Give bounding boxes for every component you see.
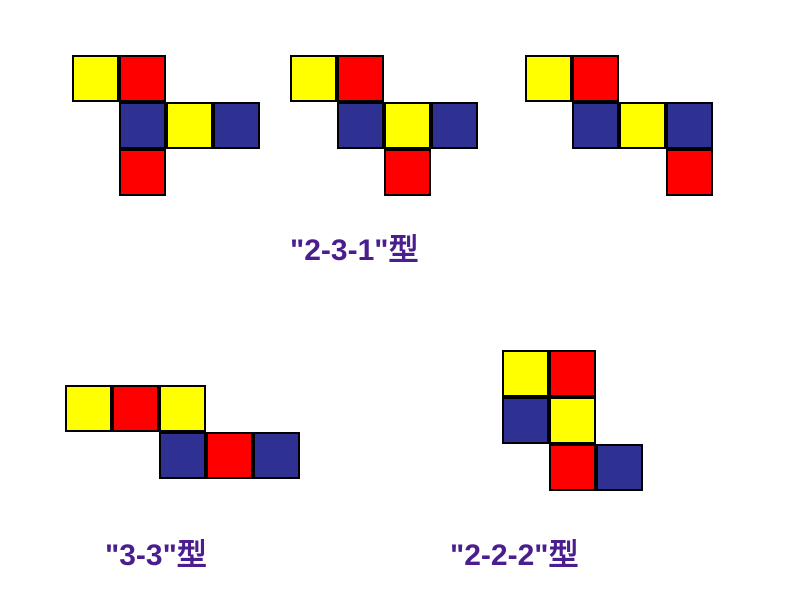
net-231-c-cell <box>525 55 572 102</box>
net-231-c-cell <box>619 102 666 149</box>
net-231-c-cell <box>666 149 713 196</box>
net-231-b-cell <box>290 55 337 102</box>
net-231-a-cell <box>166 102 213 149</box>
net-231-a-cell <box>119 149 166 196</box>
net-33-cell <box>253 432 300 479</box>
label-222: "2-2-2"型 <box>450 530 578 574</box>
net-231-b-cell <box>337 102 384 149</box>
net-231-b-cell <box>384 149 431 196</box>
net-231-c-cell <box>572 102 619 149</box>
net-33-cell <box>65 385 112 432</box>
net-231-a-cell <box>72 55 119 102</box>
net-222-cell <box>502 397 549 444</box>
net-222-cell <box>549 350 596 397</box>
net-231-a-cell <box>119 55 166 102</box>
net-222-cell <box>549 397 596 444</box>
net-231-a-cell <box>213 102 260 149</box>
net-222-cell <box>502 350 549 397</box>
label-33: "3-3"型 <box>105 530 207 574</box>
net-222-cell <box>549 444 596 491</box>
net-33-cell <box>159 432 206 479</box>
net-231-c-cell <box>666 102 713 149</box>
net-33-cell <box>112 385 159 432</box>
net-33-cell <box>206 432 253 479</box>
net-231-b-cell <box>384 102 431 149</box>
net-222-cell <box>596 444 643 491</box>
net-231-c-cell <box>572 55 619 102</box>
net-231-b-cell <box>431 102 478 149</box>
net-231-a-cell <box>119 102 166 149</box>
label-231: "2-3-1"型 <box>290 225 418 269</box>
net-33-cell <box>159 385 206 432</box>
net-231-b-cell <box>337 55 384 102</box>
